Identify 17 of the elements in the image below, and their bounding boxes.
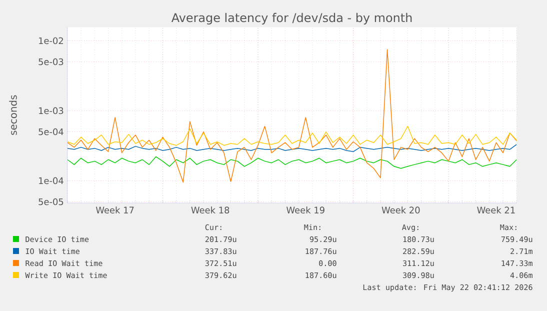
y-tick-label: 5e-03: [38, 58, 64, 66]
x-tick-label: Week 17: [96, 206, 134, 214]
y-axis-title: seconds: [9, 95, 17, 135]
chart-title: Average latency for /dev/sda - by month: [171, 12, 412, 24]
line-series: [67, 49, 517, 183]
x-tick-label: Week 21: [477, 206, 515, 214]
y-tick-label: 1e-04: [39, 177, 64, 184]
line-series: [67, 156, 517, 169]
y-tick-label: 1e-02: [39, 37, 63, 44]
x-tick-label: Week 18: [191, 206, 230, 214]
x-tick-label: Week 20: [382, 206, 420, 214]
line-series: [67, 126, 517, 146]
x-tick-label: Week 19: [286, 206, 324, 214]
line-series: [67, 144, 517, 152]
y-tick-label: 5e-05: [38, 198, 64, 206]
y-tick-label: 1e-03: [39, 107, 64, 114]
y-tick-label: 5e-04: [38, 128, 64, 136]
